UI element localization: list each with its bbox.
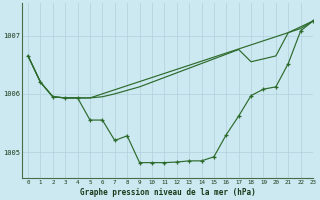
X-axis label: Graphe pression niveau de la mer (hPa): Graphe pression niveau de la mer (hPa) <box>80 188 255 197</box>
